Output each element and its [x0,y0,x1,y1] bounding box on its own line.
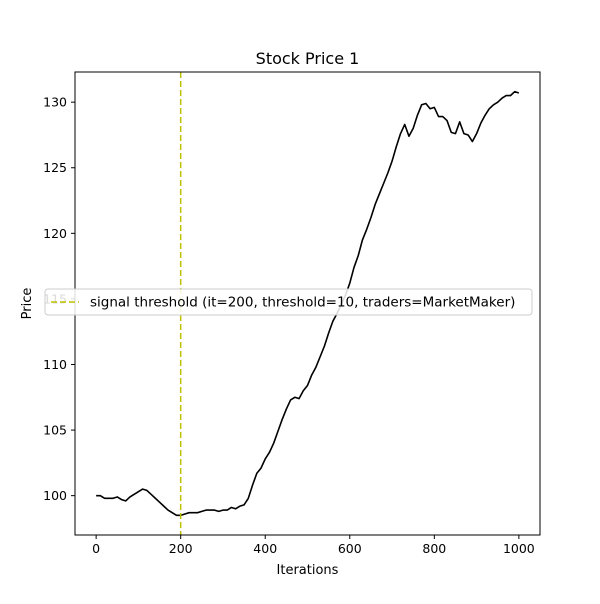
price-series-line [96,90,520,517]
legend: signal threshold (it=200, threshold=10, … [44,288,533,316]
x-tick-label: 0 [92,541,100,556]
x-tick-label: 600 [338,541,362,556]
y-axis-label: Price [20,288,35,320]
y-tick-label: 100 [43,488,67,503]
y-tick-label: 125 [43,160,67,175]
chart-title: Stock Price 1 [256,49,360,68]
x-tick-label: 1000 [503,541,535,556]
y-tick-label: 110 [43,357,67,372]
legend-entry-label: signal threshold (it=200, threshold=10, … [90,295,515,311]
y-tick-label: 105 [43,423,67,438]
x-tick-label: 200 [169,541,193,556]
x-axis-label: Iterations [277,563,339,578]
y-tick-label: 130 [43,95,67,110]
y-axis-ticks: 100105110115120125130 [43,95,75,503]
legend-box [44,288,533,316]
plot-content [96,72,520,535]
y-tick-label: 120 [43,226,67,241]
x-tick-label: 400 [253,541,277,556]
x-tick-label: 800 [422,541,446,556]
x-axis-ticks: 0 200 400 600 800 1000 [92,535,535,556]
